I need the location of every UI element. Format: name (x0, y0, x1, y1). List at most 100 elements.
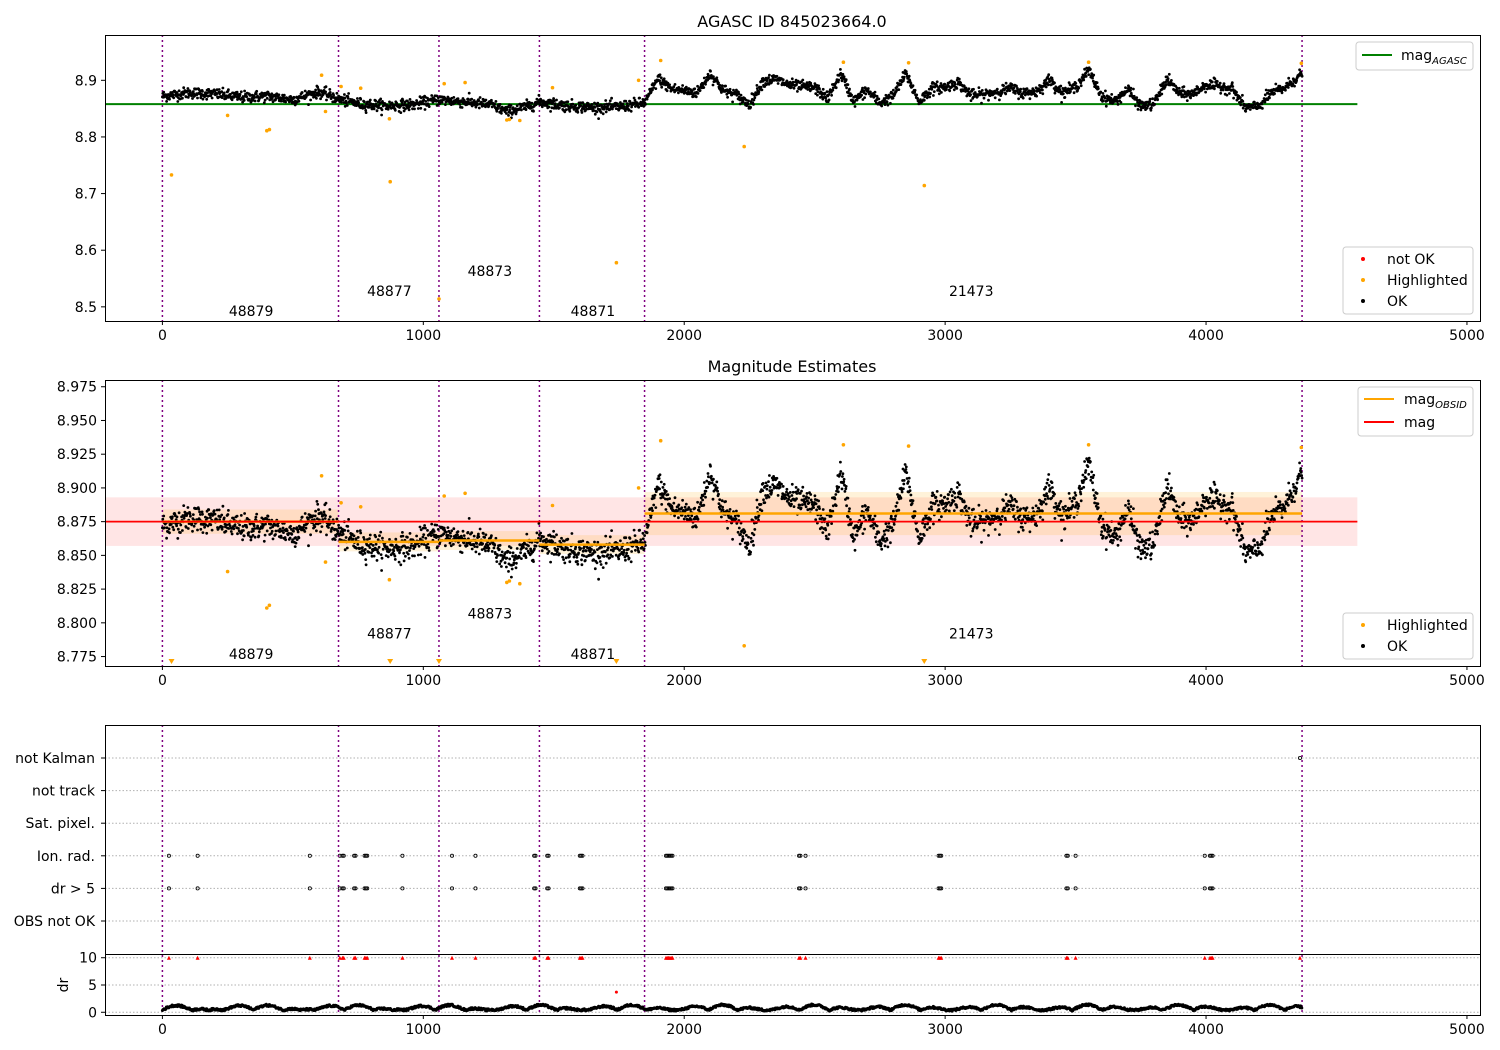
ok-point (406, 535, 409, 539)
ok-point (693, 87, 697, 91)
ok-point (315, 517, 319, 521)
ok-point (585, 555, 588, 559)
ok-point (975, 525, 979, 529)
ok-point (346, 97, 350, 100)
ok-point (474, 550, 478, 554)
ok-point (1003, 509, 1006, 513)
ok-point (836, 490, 840, 494)
ok-point (834, 504, 838, 507)
highlighted-point (614, 260, 619, 265)
ok-point (1064, 508, 1068, 512)
ok-point (1147, 102, 1151, 106)
ok-point (864, 92, 868, 96)
ok-point (580, 558, 583, 562)
ok-point (280, 99, 283, 103)
ok-point (477, 99, 481, 103)
ok-point (937, 508, 941, 511)
ok-point (228, 524, 232, 528)
ok-point (764, 494, 767, 497)
ok-point (842, 75, 846, 79)
ok-point (1177, 86, 1181, 90)
ok-point (426, 96, 429, 100)
ok-point (1000, 515, 1004, 518)
ok-point (292, 95, 296, 99)
ok-point (269, 526, 272, 530)
ok-point (212, 509, 216, 512)
ok-point (877, 97, 881, 101)
ok-point (939, 82, 943, 85)
ok-point (1295, 79, 1298, 82)
ok-point (562, 558, 565, 561)
panel-2-title: Magnitude Estimates (708, 357, 877, 376)
ok-point (800, 489, 803, 493)
ok-point (608, 102, 611, 106)
ok-point (718, 83, 722, 87)
ok-point (449, 534, 453, 538)
ok-point (841, 475, 844, 478)
ok-point (313, 514, 317, 518)
ok-point (420, 542, 423, 546)
ok-point (254, 515, 258, 519)
ok-point (458, 103, 462, 106)
ok-point (490, 534, 493, 538)
ok-point (242, 529, 245, 532)
ok-point (314, 522, 318, 526)
ok-point (932, 94, 935, 97)
ok-point (243, 89, 247, 93)
ok-point (1067, 88, 1071, 92)
ok-point (254, 92, 258, 96)
ok-point (820, 526, 823, 529)
ok-point (527, 544, 530, 548)
ok-point (245, 95, 249, 99)
ok-point (191, 513, 195, 516)
ok-point (937, 92, 941, 96)
ok-point (752, 103, 755, 106)
ok-point (784, 496, 788, 500)
ok-point (440, 100, 444, 104)
ok-point (826, 523, 830, 527)
ok-point (549, 535, 553, 538)
ok-point (335, 91, 339, 95)
ok-point (638, 96, 641, 100)
ok-point (805, 492, 809, 495)
ok-point (992, 517, 996, 521)
ok-point (618, 548, 621, 552)
ok-point (848, 87, 851, 91)
ok-point (624, 558, 627, 562)
ok-point (1010, 504, 1013, 508)
ok-point (325, 533, 328, 537)
ok-point (347, 518, 350, 521)
ok-point (257, 530, 261, 534)
ok-point (721, 508, 725, 512)
ok-point (276, 524, 280, 528)
ok-point (417, 544, 421, 548)
ok-point (886, 103, 890, 107)
ok-point (189, 514, 192, 518)
ok-point (1225, 93, 1229, 97)
ok-point (696, 517, 700, 521)
ok-point (508, 108, 512, 112)
ok-point (1061, 518, 1065, 522)
ok-point (662, 77, 666, 81)
ok-point (221, 86, 225, 90)
ok-point (838, 472, 842, 476)
ok-point (181, 96, 184, 100)
ok-point (1048, 79, 1052, 82)
ok-point (902, 487, 905, 491)
ok-point (948, 490, 952, 494)
legend-frame (1355, 41, 1474, 71)
ok-point (1156, 98, 1159, 102)
ok-point (932, 90, 936, 93)
ok-point (354, 537, 358, 541)
ok-point (689, 518, 693, 521)
ok-point (879, 544, 883, 548)
ok-point (430, 94, 434, 97)
ok-point (553, 102, 557, 105)
ok-point (837, 78, 841, 82)
ok-point (847, 510, 851, 513)
ok-point (596, 548, 599, 551)
ok-point (576, 560, 579, 563)
ok-point (493, 103, 497, 106)
ok-point (1035, 94, 1038, 98)
ok-point (364, 558, 368, 561)
